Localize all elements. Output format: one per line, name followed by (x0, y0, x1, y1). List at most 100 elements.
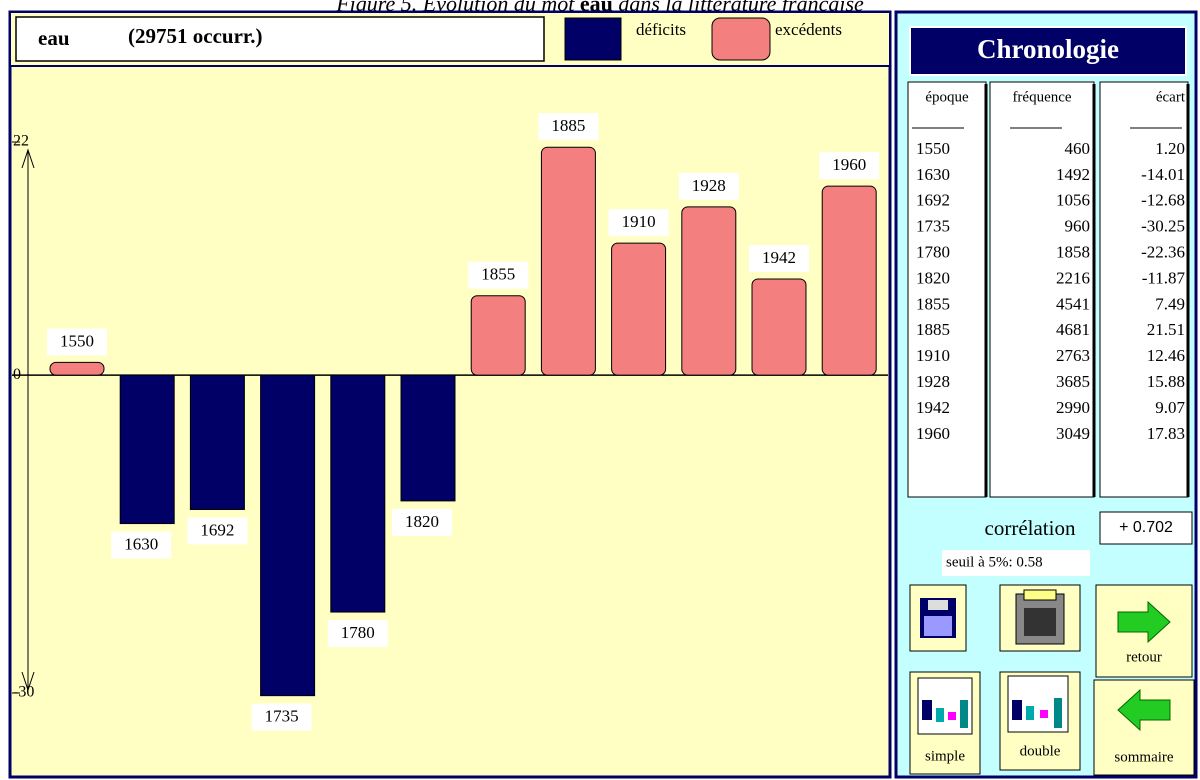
bar-label: 1855 (481, 265, 515, 284)
icon-bar (1012, 700, 1022, 720)
cell-frequence: 1858 (1056, 243, 1090, 262)
y-tick-label: 22 (13, 133, 29, 150)
icon-bar (1040, 710, 1048, 718)
print-button[interactable] (999, 584, 1081, 652)
cell-epoque: 1960 (916, 424, 950, 443)
icon-bar (1054, 698, 1062, 728)
table: époque fréquence écart 1550 460 1.20 1630 1492 -… (912, 89, 1186, 443)
cell-ecart: 9.07 (1155, 398, 1185, 417)
legend-label: déficits (636, 20, 686, 39)
bar-label-box (187, 517, 248, 545)
axis-arrow (21, 148, 35, 169)
cell-frequence: 2990 (1056, 398, 1090, 417)
cell-frequence: 2763 (1056, 346, 1090, 365)
cell-epoque: 1942 (916, 398, 950, 417)
bar-label-box (251, 703, 312, 731)
column-header: époque (925, 89, 969, 105)
cell-epoque: 1550 (916, 139, 950, 158)
cell-epoque: 1885 (916, 320, 950, 339)
plot: -30 0 22 1550 1630 1692 1735 1780 1820 1855 1885 19… (12, 113, 888, 731)
button-label: retour (1126, 649, 1162, 665)
bar-label: 1630 (124, 534, 158, 553)
legend-swatch (711, 17, 771, 61)
button-label: simple (925, 748, 965, 764)
cell-ecart: -14.01 (1141, 165, 1185, 184)
threshold-box (942, 550, 1090, 576)
column-frequence (989, 81, 1095, 498)
cell-epoque: 1735 (916, 217, 950, 236)
cell-epoque: 1855 (916, 294, 950, 313)
simple-button[interactable]: simple (909, 671, 981, 775)
cell-frequence: 4541 (1056, 294, 1090, 313)
column-header: écart (1156, 89, 1186, 105)
cell-ecart: 21.51 (1147, 320, 1185, 339)
bar-label-box (819, 152, 880, 180)
cell-ecart: 7.49 (1155, 294, 1185, 313)
bar-label: 1550 (60, 331, 94, 350)
legend-swatch (564, 17, 622, 61)
button-label: double (1020, 743, 1061, 759)
bar (260, 374, 316, 697)
correlation-label: corrélation (985, 516, 1076, 540)
icon-bar (922, 700, 932, 720)
chart-title: eau (38, 26, 70, 50)
bar-label-box (111, 531, 172, 559)
axis-arrow (21, 671, 35, 692)
bar-label-box (327, 620, 388, 648)
floppy-shutter (928, 600, 948, 610)
cell-ecart: -30.25 (1141, 217, 1185, 236)
retour-button[interactable]: retour (1095, 584, 1193, 678)
arrow-left-icon (1117, 688, 1171, 732)
button-face (1093, 679, 1195, 776)
icon-bar (936, 708, 944, 722)
bar-label: 1735 (265, 707, 299, 726)
cell-epoque: 1692 (916, 191, 950, 210)
bar-label-box (749, 245, 809, 273)
cell-frequence: 3049 (1056, 424, 1090, 443)
cell-epoque: 1910 (916, 346, 950, 365)
floppy-label (924, 616, 952, 636)
cell-ecart: -22.36 (1141, 243, 1185, 262)
cell-frequence: 1056 (1056, 191, 1090, 210)
cell-frequence: 1492 (1056, 165, 1090, 184)
bar-label: 1928 (692, 176, 726, 195)
title-box (15, 16, 545, 62)
bar-label: 1942 (762, 248, 796, 267)
cell-epoque: 1630 (916, 165, 950, 184)
sommaire-button[interactable]: sommaire (1093, 679, 1195, 776)
bar (330, 374, 386, 613)
correlation-box (1099, 511, 1193, 545)
bar-label-box (608, 209, 669, 237)
cell-ecart: 15.88 (1147, 372, 1185, 391)
panel-title-box (909, 26, 1187, 76)
cell-epoque: 1928 (916, 372, 950, 391)
threshold: seuil à 5%: 0.58 (946, 554, 1043, 570)
bar (540, 146, 596, 376)
icon-bar (1026, 706, 1034, 720)
correlation-value: + 0.702 (1119, 519, 1173, 536)
legend-label: excédents (775, 20, 842, 39)
cell-epoque: 1820 (916, 268, 950, 287)
cell-frequence: 4681 (1056, 320, 1090, 339)
bar-label: 1910 (622, 212, 656, 231)
bar (821, 185, 877, 376)
double-button[interactable]: double (999, 671, 1081, 771)
bar (751, 278, 807, 376)
bar (400, 374, 456, 502)
cell-ecart: 17.83 (1147, 424, 1185, 443)
bar-label: 1960 (832, 155, 866, 174)
save-button[interactable] (909, 584, 967, 652)
cell-ecart: -12.68 (1141, 191, 1185, 210)
bar-label-box (392, 508, 452, 536)
cell-ecart: 12.46 (1147, 346, 1185, 365)
cell-frequence: 960 (1065, 217, 1091, 236)
bar-label-box (678, 172, 739, 200)
legend: déficits excédents (564, 17, 842, 61)
printer-paper (1023, 589, 1057, 601)
cell-ecart: -11.87 (1142, 268, 1186, 287)
panel-title: Chronologie (977, 34, 1119, 64)
bar (119, 374, 175, 525)
bar-label: 1820 (405, 512, 439, 531)
bar-label: 1692 (200, 520, 234, 539)
